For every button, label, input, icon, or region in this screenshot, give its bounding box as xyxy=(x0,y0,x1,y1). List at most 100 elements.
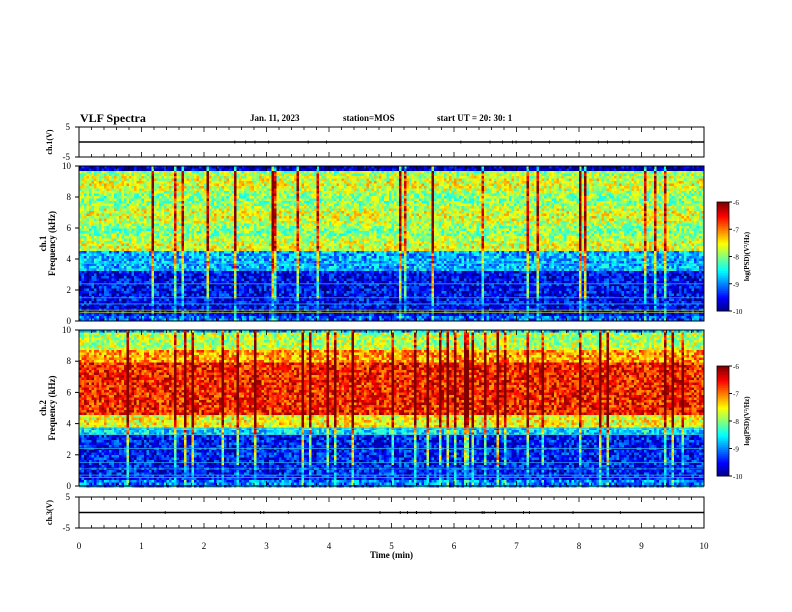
y-tick-label: -5 xyxy=(63,152,71,162)
x-axis-label: Time (min) xyxy=(370,550,413,560)
colorbar-swatch xyxy=(717,388,729,391)
colorbar-swatch xyxy=(717,421,729,424)
y-tick-label: 10 xyxy=(62,161,72,171)
y-tick-label: 6 xyxy=(67,387,72,397)
colorbar-tick-label: -7 xyxy=(733,226,739,234)
colorbar-swatch xyxy=(717,260,729,263)
colorbar-swatch xyxy=(717,267,729,270)
colorbar-swatch xyxy=(717,221,729,225)
colorbar-swatch xyxy=(717,241,729,245)
y-tick-label: 8 xyxy=(67,192,72,202)
colorbar-swatch xyxy=(717,247,729,250)
colorbar-swatch xyxy=(717,287,729,290)
spectrogram-cells xyxy=(79,330,705,488)
colorbar-swatch xyxy=(717,207,729,210)
colorbar-swatch xyxy=(717,271,729,274)
colorbar-swatch xyxy=(717,214,729,218)
colorbar-swatch xyxy=(717,367,729,371)
time-ticks-2 xyxy=(78,330,705,486)
spectrogram-panel-1: 0 2 4 6 8 10 ch.1 Frequency (kHz) xyxy=(38,161,705,326)
colorbar-tick-label: -7 xyxy=(733,391,739,399)
colorbar-swatch xyxy=(717,252,729,256)
colorbar-tick-label: -10 xyxy=(733,473,743,481)
colorbar-swatch xyxy=(717,395,729,398)
colorbar-swatch xyxy=(717,446,729,449)
colorbar-swatch xyxy=(717,415,729,418)
x-tick-label: 0 xyxy=(77,541,82,551)
colorbar-swatch xyxy=(717,301,729,305)
colorbar-swatch xyxy=(717,378,729,382)
colorbar-swatch xyxy=(717,203,729,207)
y-tick-label: 5 xyxy=(66,492,71,502)
colorbar-tick-label: -8 xyxy=(733,254,739,262)
colorbar-swatch xyxy=(717,220,729,223)
colorbar-swatch xyxy=(717,408,729,411)
x-tick-label: 6 xyxy=(452,541,457,551)
colorbar-swatch xyxy=(717,256,729,259)
x-tick-label: 9 xyxy=(639,541,644,551)
y-tick-label: -5 xyxy=(63,523,71,533)
colorbar-tick-label: -9 xyxy=(733,281,739,289)
colorbar-swatch xyxy=(717,380,729,383)
colorbar-swatch xyxy=(717,236,729,239)
colorbar-tick-label: -6 xyxy=(733,363,739,371)
colorbar-2: -6 -7 -8 -9 -10 log(PSD)(V²/Hz) xyxy=(716,363,751,481)
colorbar-swatch xyxy=(717,274,729,277)
colorbar-swatch xyxy=(717,251,729,254)
time-ticks-1 xyxy=(78,166,705,321)
y-tick-label: 5 xyxy=(66,122,71,132)
x-tick-label: 2 xyxy=(202,541,207,551)
colorbar-swatch xyxy=(717,291,729,294)
y-axis-label: ch.1 xyxy=(38,235,48,251)
colorbar-swatch xyxy=(717,391,729,394)
y-tick-label: 10 xyxy=(62,325,72,335)
colorbar-swatch xyxy=(717,261,729,265)
colorbar-swatch xyxy=(717,413,729,416)
colorbar-swatch xyxy=(717,298,729,301)
date-label: Jan. 11, 2023 xyxy=(250,113,300,123)
colorbar-swatch xyxy=(717,455,729,459)
time-ticks-0 xyxy=(78,127,705,157)
colorbar-swatch xyxy=(717,265,729,268)
y-tick-label: 2 xyxy=(67,450,72,460)
colorbar-swatch xyxy=(717,428,729,431)
colorbar-swatch xyxy=(717,474,729,477)
colorbar-tick-label: -6 xyxy=(733,199,739,207)
colorbar-swatch xyxy=(717,402,729,405)
colorbar-swatch xyxy=(717,422,729,426)
y-tick-label: 4 xyxy=(67,419,72,429)
y-tick-label: 4 xyxy=(67,254,72,264)
colorbar-swatch xyxy=(717,410,729,413)
colorbar-tick-label: -10 xyxy=(733,308,743,316)
colorbar-swatch xyxy=(717,452,729,455)
colorbar-swatch xyxy=(717,426,729,429)
colorbar-swatch xyxy=(717,417,729,420)
colorbar-swatch xyxy=(717,245,729,248)
colorbar-swatch xyxy=(717,209,729,212)
colorbar-swatch xyxy=(717,435,729,438)
x-tick-label: 3 xyxy=(264,541,269,551)
colorbar-swatch xyxy=(717,254,729,257)
colorbar-swatch xyxy=(717,218,729,221)
y-axis-label: ch.2 xyxy=(38,400,48,416)
colorbar-swatch xyxy=(717,466,729,470)
colorbar-swatch xyxy=(717,229,729,232)
colorbar-swatch xyxy=(717,430,729,433)
x-tick-label: 10 xyxy=(700,541,710,551)
colorbar-swatch xyxy=(717,294,729,297)
colorbar-swatch xyxy=(717,373,729,376)
x-axis: 0 1 2 3 4 5 6 7 8 9 10 Time (min) xyxy=(77,541,709,560)
colorbar-swatch xyxy=(717,225,729,228)
y-tick-label: 2 xyxy=(67,285,72,295)
colorbar-swatch xyxy=(717,285,729,288)
colorbar-swatch xyxy=(717,280,729,283)
x-tick-label: 5 xyxy=(389,541,394,551)
colorbar-swatch xyxy=(717,292,729,296)
time-ticks-3 xyxy=(78,497,705,528)
y-tick-label: 0 xyxy=(67,316,72,326)
colorbar-swatch xyxy=(717,307,729,310)
colorbar-swatch xyxy=(717,296,729,299)
colorbar-swatch xyxy=(717,269,729,272)
y-axis-label-frequency: Frequency (kHz) xyxy=(47,375,57,440)
